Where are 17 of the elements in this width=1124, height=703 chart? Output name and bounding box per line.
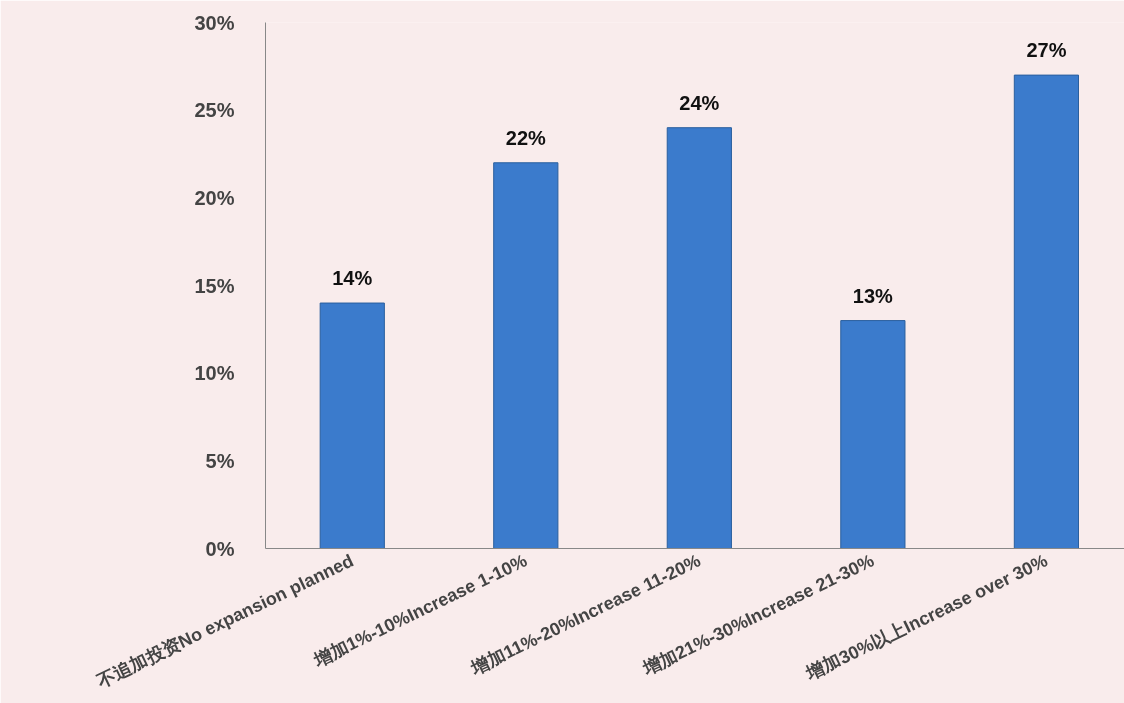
bar [493,162,559,549]
y-tick-label: 10% [194,362,235,385]
data-label: 22% [505,126,547,149]
y-tick-label: 30% [194,11,235,34]
data-label: 27% [1026,39,1067,62]
y-tick-label: 20% [194,186,235,209]
y-tick-label: 25% [194,99,235,122]
data-label: 24% [679,91,720,114]
data-label: 13% [852,284,894,307]
bar [840,320,906,549]
y-tick-label: 5% [205,449,235,472]
bar [319,302,385,549]
y-tick-label: 0% [205,537,235,560]
y-tick-label: 15% [194,274,235,297]
data-label: 14% [332,267,373,290]
bar [666,127,732,549]
bar [1013,74,1080,549]
